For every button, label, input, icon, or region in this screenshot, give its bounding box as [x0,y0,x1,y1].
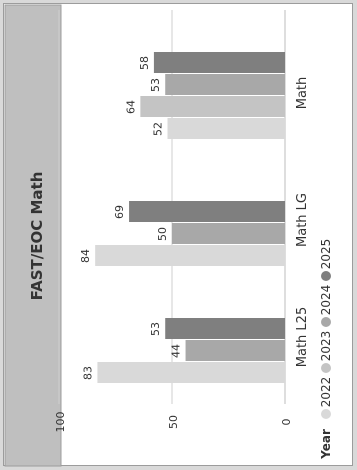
category-label: Math LG [295,193,310,247]
data-label: 53 [149,78,162,92]
title-band [4,4,62,467]
legend-label: 2023 [319,331,333,362]
legend-label: 2025 [319,239,333,270]
bar [95,245,285,266]
data-label: 52 [151,122,164,136]
bar [165,74,285,95]
bar [185,340,285,361]
data-label: 83 [81,366,94,380]
bar [97,362,285,383]
bar [165,318,285,339]
chart-title: FAST/EOC Math [28,172,46,301]
category-label: Math [295,77,310,110]
axis-tick-label: 0 [280,419,293,426]
data-label: 53 [149,322,162,336]
bar [167,118,285,139]
legend-title: Year [319,429,333,460]
legend-marker [321,317,331,327]
bar [129,201,285,222]
legend-marker [321,271,331,281]
plot-area: 0 50 100 52 64 53 58 Math 84 50 69 Math LG 83 44 53 Mat… [54,10,333,460]
bar [153,52,285,73]
category-label: Math L25 [295,307,310,367]
data-label: 64 [124,100,137,114]
data-label: 69 [113,205,126,219]
axis-tick-label: 100 [54,412,67,433]
bar [140,96,285,117]
bar [172,223,285,244]
axis-tick-label: 50 [167,415,180,429]
data-label: 84 [79,249,92,263]
chart-canvas: FAST/EOC Math 0 50 100 52 64 53 58 Math 84 50 69 Ma… [4,4,333,467]
data-label: 58 [138,56,151,70]
data-label: 44 [170,344,183,358]
legend-marker [321,409,331,419]
chart-frame: FAST/EOC Math 0 50 100 52 64 53 58 Math 84 50 69 Ma… [3,3,353,467]
legend-label: 2024 [319,285,333,316]
data-label: 50 [156,227,169,241]
legend-marker [321,363,331,373]
legend-label: 2022 [319,377,333,408]
